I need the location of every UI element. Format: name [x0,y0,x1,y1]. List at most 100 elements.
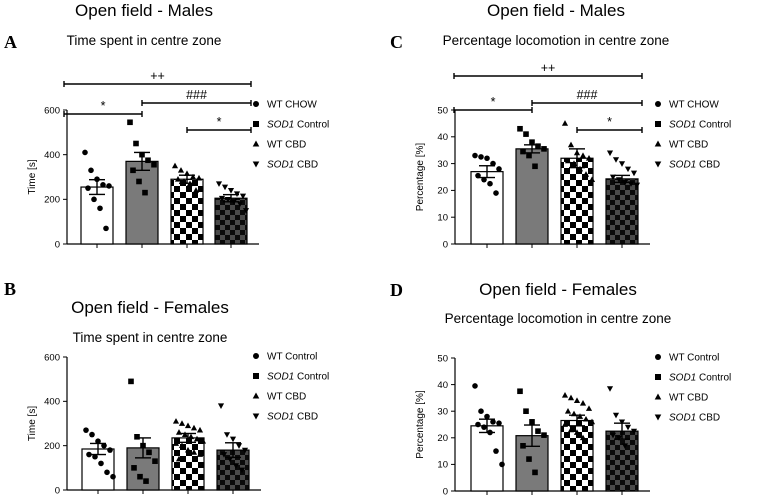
legend-label-gene: SOD1 [267,412,294,423]
legend-label-text: Control [294,120,329,131]
data-point [171,162,179,169]
data-point [526,152,532,159]
y-tick-label: 0 [55,485,60,496]
data-point [541,146,547,152]
legend-marker [253,373,259,379]
legend-label: SOD1 CBD [267,412,318,423]
y-tick-label: 200 [44,441,60,452]
panel-a: A Open field - Males Time spent in centr… [4,1,329,250]
legend-marker [654,161,662,168]
legend-d: WT Control SOD1 Control WT CBD SOD1 CBD [654,353,731,424]
data-point [110,473,116,480]
y-tick-label: 200 [44,195,60,206]
y-tick-label: 10 [437,460,448,471]
data-point [136,178,142,185]
data-point [588,418,596,425]
data-point [493,448,499,454]
panel-b-subtitle: Time spent in centre zone [73,330,228,345]
data-point [618,161,626,167]
data-point [151,161,157,168]
significance-label: * [607,115,612,129]
legend-label-gene: SOD1 [669,373,696,384]
legend-label-gene: SOD1 [669,413,696,424]
bar [214,197,248,245]
data-point [232,463,240,469]
data-point [585,405,593,411]
data-point [94,176,100,183]
legend-label-text: CBD [696,160,720,171]
data-point [217,403,225,409]
data-point [535,428,541,434]
significance-label: * [491,95,496,109]
data-point [612,412,620,419]
data-point [523,131,529,137]
significance-label: * [101,99,106,113]
legend-label-text: WT CBD [669,393,708,404]
legend-marker [654,140,662,147]
y-tick-label: 10 [437,213,448,224]
data-point [493,190,499,196]
data-point [106,183,112,189]
data-point [146,449,152,456]
data-point [178,420,186,426]
data-point [174,176,182,182]
bar [605,430,639,492]
y-tick-label: 50 [437,105,448,116]
data-point [145,157,151,164]
y-tick-label: 40 [437,380,448,391]
data-point [190,424,198,431]
data-point [220,452,228,458]
data-point [573,397,581,403]
significance-label: ++ [150,69,165,83]
legend-label: SOD1 Control [669,120,731,131]
data-point [142,189,148,196]
data-point [178,442,186,449]
data-point [184,422,192,429]
data-point [195,174,203,181]
data-point [576,413,584,419]
legend-label: WT CBD [669,140,708,151]
y-tick-label: 0 [443,486,448,497]
data-point [89,431,95,438]
legend-label-text: Control [696,120,731,131]
legend-marker [253,101,259,107]
data-point [239,193,247,200]
panel-d-letter: D [390,280,403,300]
data-point [236,201,244,208]
data-point [567,394,575,401]
data-point [535,143,541,149]
legend-label: WT CHOW [267,100,317,111]
data-point [579,400,587,406]
data-point [532,163,538,170]
data-point [561,392,569,398]
data-point [588,176,596,183]
data-point [92,453,98,460]
y-axis-label: Percentage [%] [415,143,426,212]
legend-label: SOD1 Control [267,372,329,383]
data-point [104,469,110,476]
y-axis-label: Time [s] [27,406,38,441]
data-point [627,181,635,187]
panel-d: D Open field - Females Percentage locomo… [390,280,731,497]
legend-label-text: Control [696,373,731,384]
data-point [190,449,198,455]
data-point [499,461,505,468]
legend-label-text: WT CHOW [267,100,317,111]
data-point [529,139,535,145]
data-point [140,442,146,449]
y-tick-label: 0 [443,239,448,250]
y-tick-label: 400 [44,397,60,408]
data-point [221,184,229,191]
data-point [233,191,241,197]
legend-label: WT Control [267,352,317,363]
data-point [579,152,587,158]
significance-label: * [217,115,222,129]
panel-c-letter: C [390,32,403,52]
bar [171,437,205,491]
y-tick-label: 0 [55,239,60,250]
data-point [103,225,109,232]
data-point [520,148,526,155]
significance-label: ### [186,88,207,102]
data-point [478,408,484,415]
legend-marker [253,121,259,127]
